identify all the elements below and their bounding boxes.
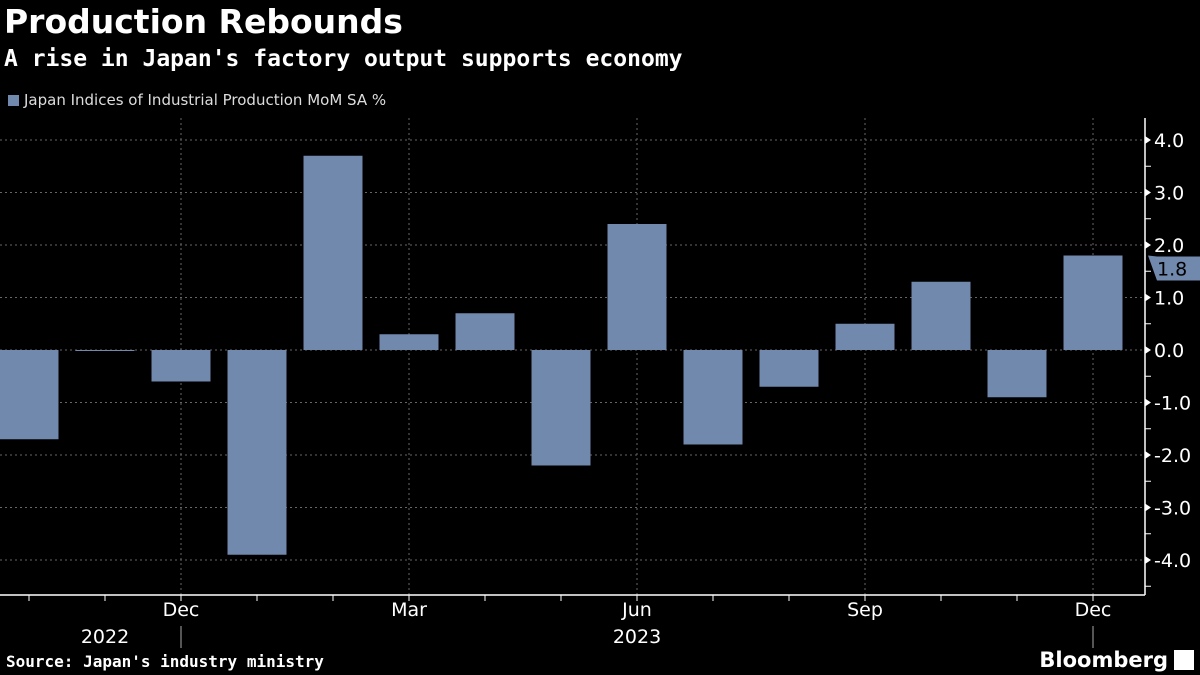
year-label: 2023 bbox=[613, 626, 661, 648]
year-label: 2022 bbox=[81, 626, 129, 648]
y-tick-label: 2.0 bbox=[1154, 235, 1184, 257]
bar-jul-2023 bbox=[683, 350, 743, 445]
y-tick bbox=[1145, 136, 1151, 144]
source-note: Source: Japan's industry ministry bbox=[6, 652, 324, 671]
y-tick-label: -1.0 bbox=[1154, 393, 1191, 415]
bar-jun-2023 bbox=[607, 224, 667, 350]
bar-dec-2022 bbox=[151, 350, 211, 382]
y-tick bbox=[1145, 241, 1151, 249]
legend-label: Japan Indices of Industrial Production M… bbox=[24, 91, 387, 109]
chart-title: Production Rebounds bbox=[4, 2, 403, 41]
x-tick-label: Dec bbox=[1075, 599, 1112, 621]
y-tick bbox=[1145, 556, 1151, 564]
x-tick-label: Dec bbox=[163, 599, 200, 621]
bloomberg-logo: Bloomberg bbox=[1039, 648, 1168, 672]
x-tick-label: Sep bbox=[847, 599, 883, 621]
bar-oct-2023 bbox=[911, 281, 971, 350]
y-tick-label: -3.0 bbox=[1154, 498, 1191, 520]
chart-subtitle: A rise in Japan's factory output support… bbox=[4, 46, 683, 72]
x-tick-label: Mar bbox=[391, 599, 427, 621]
bar-oct-2022 bbox=[0, 350, 59, 440]
bar-mar-2023 bbox=[379, 334, 439, 350]
legend-swatch bbox=[8, 94, 19, 106]
y-tick bbox=[1145, 503, 1151, 512]
y-tick bbox=[1145, 451, 1151, 459]
legend: Japan Indices of Industrial Production M… bbox=[8, 91, 386, 109]
y-tick bbox=[1145, 293, 1151, 302]
bar-sep-2023 bbox=[835, 323, 895, 350]
y-tick-label: 3.0 bbox=[1154, 183, 1184, 205]
x-tick-label: Jun bbox=[621, 599, 652, 621]
y-tick-label: 4.0 bbox=[1154, 130, 1184, 152]
bar-feb-2023 bbox=[303, 155, 363, 350]
bar-aug-2023 bbox=[759, 350, 819, 387]
y-tick bbox=[1145, 398, 1151, 407]
bar-may-2023 bbox=[531, 350, 591, 466]
y-tick bbox=[1145, 346, 1151, 354]
last-value-label: 1.8 bbox=[1157, 259, 1187, 281]
bar-dec-2023 bbox=[1063, 255, 1123, 350]
bar-nov-2023 bbox=[987, 350, 1047, 398]
y-tick-label: 1.0 bbox=[1154, 288, 1184, 310]
bar-apr-2023 bbox=[455, 313, 515, 350]
y-tick-label: -4.0 bbox=[1154, 550, 1191, 572]
bar-nov-2022 bbox=[75, 350, 135, 351]
y-tick-label: -2.0 bbox=[1154, 445, 1191, 467]
bar-jan-2023 bbox=[227, 350, 287, 555]
y-tick-label: 0.0 bbox=[1154, 340, 1184, 362]
last-value-marker bbox=[1148, 255, 1200, 281]
y-tick bbox=[1145, 188, 1151, 197]
bloomberg-chart-icon bbox=[1174, 650, 1194, 670]
